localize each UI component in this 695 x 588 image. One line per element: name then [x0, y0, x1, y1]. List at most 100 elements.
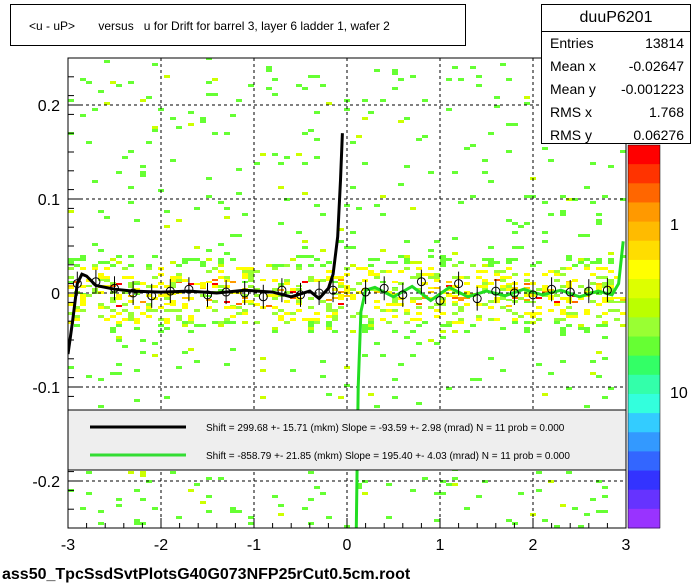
x-tick-label: -3: [61, 537, 75, 554]
histogram-cell: [170, 276, 176, 279]
histogram-cell: [80, 300, 86, 303]
data-point: [361, 287, 371, 297]
histogram-cell: [176, 366, 182, 369]
histogram-cell: [194, 360, 200, 363]
histogram-cell: [350, 141, 356, 144]
histogram-cell: [404, 321, 410, 324]
histogram-cell: [176, 279, 182, 282]
histogram-cell: [416, 267, 422, 270]
histogram-cell: [146, 303, 152, 306]
histogram-cell: [566, 312, 572, 315]
histogram-cell: [488, 264, 494, 267]
histogram-cell: [104, 318, 110, 321]
histogram-cell: [500, 285, 506, 288]
histogram-cell: [80, 309, 86, 312]
histogram-cell: [542, 393, 548, 396]
histogram-cell: [578, 285, 584, 288]
histogram-cell: [536, 471, 542, 474]
histogram-cell: [536, 306, 542, 309]
histogram-cell: [398, 282, 404, 285]
histogram-cell: [566, 258, 572, 261]
histogram-cell: [410, 318, 416, 321]
histogram-cell: [248, 84, 254, 87]
data-point: [296, 290, 305, 300]
histogram-cell: [392, 309, 398, 312]
histogram-cell: [584, 258, 590, 261]
histogram-cell: [506, 285, 512, 288]
histogram-cell: [488, 180, 494, 183]
histogram-cell: [434, 519, 440, 522]
histogram-cell-core: [416, 303, 422, 305]
histogram-cell: [194, 258, 200, 261]
histogram-cell: [86, 81, 92, 84]
histogram-cell: [536, 288, 542, 291]
histogram-cell: [440, 300, 446, 303]
histogram-cell: [602, 396, 608, 399]
histogram-cell: [542, 285, 548, 288]
histogram-cell: [212, 321, 218, 324]
histogram-cell: [164, 318, 170, 321]
histogram-cell: [116, 498, 122, 501]
histogram-cell: [446, 294, 452, 297]
histogram-cell-core: [614, 301, 620, 303]
histogram-cell: [110, 282, 116, 285]
histogram-cell: [104, 279, 110, 282]
histogram-cell: [614, 318, 620, 321]
histogram-cell: [566, 315, 572, 318]
histogram-cell: [248, 267, 254, 270]
histogram-cell: [392, 315, 398, 318]
histogram-cell: [500, 297, 506, 300]
histogram-cell: [80, 285, 86, 288]
histogram-cell: [524, 321, 530, 324]
histogram-cell: [272, 330, 278, 333]
histogram-cell: [194, 483, 200, 486]
histogram-cell: [200, 294, 206, 297]
histogram-cell: [272, 306, 278, 309]
histogram-cell: [248, 273, 254, 276]
stats-value: -0.001223: [620, 81, 684, 97]
histogram-cell: [440, 255, 446, 258]
colorbar-segment: [628, 221, 660, 242]
histogram-cell: [488, 261, 494, 264]
histogram-cell: [242, 273, 248, 276]
histogram-cell: [506, 150, 512, 153]
histogram-cell: [536, 363, 542, 366]
histogram-cell: [296, 231, 302, 234]
histogram-cell: [488, 318, 494, 321]
histogram-cell: [320, 213, 326, 216]
histogram-cell: [314, 321, 320, 324]
histogram-cell: [392, 378, 398, 381]
histogram-cell: [338, 240, 344, 243]
histogram-cell: [404, 267, 410, 270]
histogram-cell: [596, 510, 602, 513]
histogram-cell: [380, 309, 386, 312]
histogram-cell: [398, 183, 404, 186]
histogram-cell: [194, 309, 200, 312]
histogram-cell: [596, 213, 602, 216]
fit-legend-box: [67, 409, 627, 471]
histogram-cell: [236, 234, 242, 237]
histogram-cell: [608, 282, 614, 285]
histogram-cell: [362, 315, 368, 318]
histogram-cell: [368, 393, 374, 396]
histogram-cell: [140, 339, 146, 342]
colorbar-label: 1: [670, 217, 679, 234]
data-point: [258, 292, 268, 302]
histogram-cell: [122, 345, 128, 348]
histogram-cell: [116, 261, 122, 264]
histogram-cell-core: [380, 281, 386, 283]
histogram-cell-core: [620, 301, 626, 303]
histogram-cell: [590, 162, 596, 165]
histogram-cell: [128, 282, 134, 285]
histogram-cell: [392, 330, 398, 333]
histogram-cell: [140, 522, 146, 525]
histogram-cell-core: [596, 293, 602, 295]
histogram-cell-core: [374, 291, 380, 293]
histogram-cell: [548, 372, 554, 375]
histogram-cell: [584, 264, 590, 267]
x-tick-label: 1: [436, 537, 445, 554]
histogram-cell: [104, 276, 110, 279]
histogram-cell: [176, 315, 182, 318]
histogram-cell-core: [506, 299, 512, 301]
histogram-cell: [218, 477, 224, 480]
